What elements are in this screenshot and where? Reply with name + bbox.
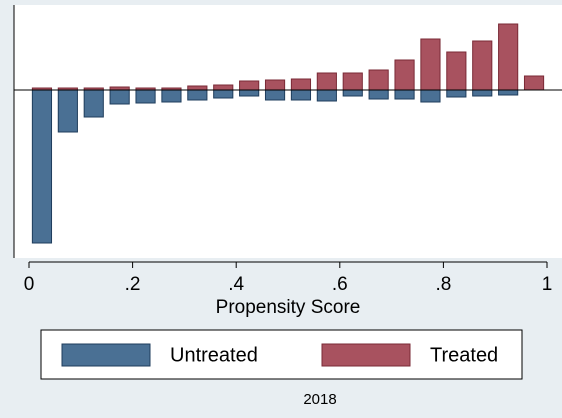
- bar: [446, 89, 467, 98]
- bar: [368, 89, 389, 100]
- bar: [342, 72, 363, 91]
- bar: [472, 40, 493, 91]
- legend-swatch: [321, 343, 411, 367]
- bar: [342, 89, 363, 97]
- legend-swatch: [61, 343, 151, 367]
- bar: [446, 51, 467, 91]
- bar: [239, 80, 260, 91]
- bar: [290, 78, 312, 91]
- bar: [472, 89, 493, 97]
- x-tick-label: .2: [125, 274, 141, 295]
- legend-label: Untreated: [170, 344, 258, 366]
- bar: [290, 89, 312, 101]
- bar: [135, 89, 156, 104]
- x-tick-label: 0: [24, 274, 35, 295]
- bar: [316, 89, 337, 102]
- bar: [498, 23, 519, 91]
- bar: [31, 89, 53, 244]
- bar: [420, 89, 441, 103]
- x-axis-title: Propensity Score: [216, 297, 361, 318]
- bar: [83, 89, 104, 118]
- bar: [57, 89, 78, 133]
- bar: [109, 89, 130, 105]
- bar: [239, 89, 260, 97]
- bar: [316, 72, 337, 91]
- note: 2018: [303, 391, 336, 408]
- bar: [498, 89, 519, 96]
- bar: [213, 84, 234, 91]
- bar: [187, 85, 208, 91]
- x-tick-label: .4: [228, 274, 244, 295]
- x-tick-label: .8: [435, 274, 451, 295]
- bar: [420, 38, 441, 91]
- bar: [394, 89, 415, 100]
- plot-area: [14, 5, 562, 258]
- bar: [264, 89, 286, 101]
- legend-label: Treated: [430, 344, 498, 366]
- bar: [368, 69, 389, 91]
- bar: [161, 89, 182, 103]
- bar: [187, 89, 208, 101]
- bar: [394, 59, 415, 91]
- x-tick-label: .6: [332, 274, 348, 295]
- bar: [523, 75, 545, 91]
- bar: [213, 89, 234, 99]
- x-tick-label: 1: [542, 274, 553, 295]
- bar: [264, 79, 286, 91]
